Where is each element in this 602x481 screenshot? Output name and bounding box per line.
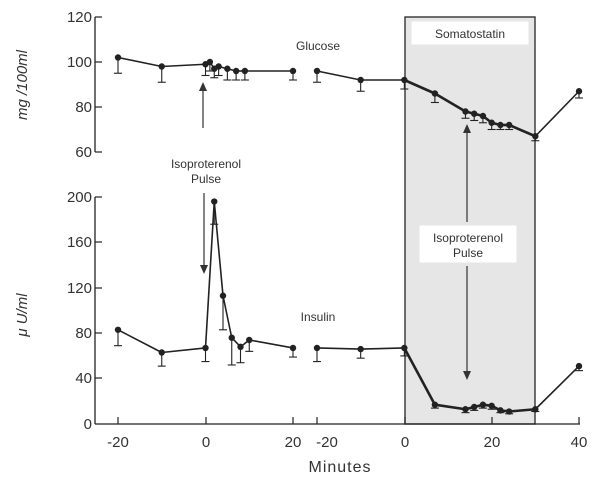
y-tick-label: 60 — [75, 144, 92, 161]
glucose-series-line — [316, 70, 361, 81]
insulin-data-point — [462, 406, 469, 413]
glucose-data-point — [488, 119, 495, 126]
plot-layer — [114, 54, 583, 415]
insulin-data-point — [431, 401, 439, 408]
insulin-data-point — [158, 349, 165, 356]
insulin-series-line — [249, 339, 294, 349]
insulin-data-point — [505, 408, 513, 415]
x-tick-label: -20 — [316, 434, 338, 451]
y-tick-label: 120 — [67, 280, 92, 297]
insulin-series-line — [222, 295, 233, 338]
insulin-series-line — [316, 347, 361, 350]
insulin-data-point — [246, 336, 253, 344]
x-tick-label: 0 — [202, 434, 210, 451]
insulin-data-point — [211, 198, 218, 205]
isoproterenol-label-line1: Isoproterenol — [433, 231, 503, 245]
insulin-data-point — [532, 406, 539, 413]
glucose-data-point — [497, 121, 504, 129]
insulin-series-line — [213, 201, 224, 296]
y-tick-label: 120 — [67, 9, 92, 26]
glucose-data-point — [206, 58, 214, 66]
glucose-series-line — [117, 56, 162, 68]
y-tick-label: 100 — [67, 54, 92, 71]
insulin-data-point — [289, 344, 297, 352]
insulin-y-axis-label: μ U/ml — [14, 293, 31, 338]
insulin-data-point — [237, 343, 244, 351]
isoproterenol-label-line2: Pulse — [191, 172, 221, 186]
glucose-series-line — [161, 63, 206, 68]
insulin-series-line — [117, 329, 163, 354]
y-tick-label: 160 — [67, 234, 92, 251]
insulin-data-point — [479, 401, 487, 408]
glucose-data-point — [479, 112, 487, 120]
isoproterenol-label-line1: Isoproterenol — [171, 157, 241, 171]
somatostatin-label: Somatostatin — [435, 27, 505, 41]
insulin-series-line — [434, 403, 466, 411]
insulin-series-label: Insulin — [301, 310, 336, 324]
y-tick-label: 80 — [75, 99, 92, 116]
glucose-y-axis-label: mg /100ml — [14, 49, 31, 120]
glucose-data-point — [471, 110, 478, 117]
x-tick-label: 0 — [401, 434, 409, 451]
insulin-series-line — [403, 347, 437, 406]
glucose-data-point — [224, 65, 231, 72]
glucose-series-line — [534, 90, 580, 137]
somatostatin-shaded-region — [404, 16, 536, 425]
insulin-data-point — [202, 344, 209, 352]
glucose-data-point — [505, 121, 513, 129]
glucose-series-line — [403, 78, 436, 95]
insulin-data-point — [575, 362, 583, 370]
glucose-series-label: Glucose — [296, 39, 340, 53]
x-tick-label: -20 — [107, 434, 129, 451]
glucose-data-point — [313, 67, 321, 75]
arrowhead-icon — [199, 82, 207, 91]
insulin-data-point — [471, 403, 478, 411]
glucose-data-point — [215, 63, 222, 70]
insulin-data-point — [228, 334, 235, 341]
insulin-series-line — [161, 347, 206, 354]
glucose-data-point — [462, 108, 469, 115]
isoproterenol-label-box — [419, 225, 517, 263]
somatostatin-label-box — [411, 21, 529, 45]
glucose-series-line — [434, 92, 467, 113]
glucose-data-point — [241, 67, 249, 75]
y-tick-label: 200 — [67, 189, 92, 206]
y-tick-label: 80 — [75, 325, 92, 342]
insulin-data-point — [313, 344, 321, 352]
y-tick-label: 0 — [84, 416, 92, 433]
glucose-data-point — [532, 133, 539, 140]
insulin-series-line — [509, 407, 536, 413]
insulin-series-line — [204, 201, 216, 349]
x-tick-label: 40 — [571, 434, 588, 451]
glucose-data-point — [114, 54, 122, 61]
isoproterenol-label-line2: Pulse — [453, 246, 483, 260]
insulin-series-line — [534, 365, 580, 410]
glucose-data-point — [431, 90, 439, 97]
x-tick-label: 20 — [285, 434, 302, 451]
insulin-data-point — [357, 345, 364, 353]
glucose-data-point — [575, 88, 583, 95]
arrowhead-icon — [463, 124, 471, 133]
glucose-data-point — [232, 67, 240, 75]
insulin-data-point — [114, 326, 122, 333]
arrowhead-icon — [200, 265, 208, 274]
insulin-data-point — [219, 292, 227, 299]
arrowhead-icon — [463, 371, 471, 380]
glucose-data-point — [401, 76, 408, 84]
insulin-series-line — [360, 347, 405, 350]
glucose-data-point — [158, 63, 165, 70]
insulin-data-point — [488, 402, 495, 410]
glucose-data-point — [357, 76, 364, 84]
insulin-data-point — [401, 344, 408, 352]
glucose-data-point — [289, 67, 297, 75]
x-tick-label: 20 — [484, 434, 501, 451]
glucose-series-line — [508, 123, 536, 138]
insulin-data-point — [497, 407, 504, 414]
x-axis-label: Minutes — [308, 459, 371, 476]
y-tick-label: 40 — [75, 370, 92, 387]
